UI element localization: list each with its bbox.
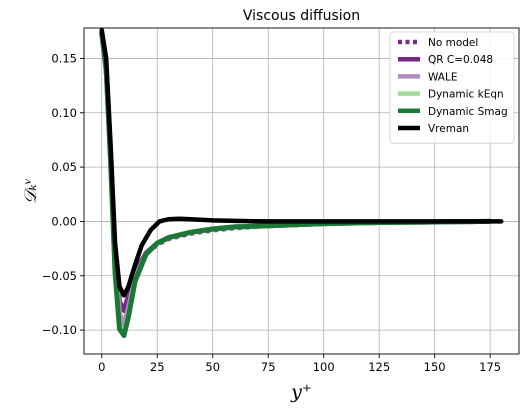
- legend-label: WALE: [428, 71, 457, 83]
- y-tick-label: 0.15: [51, 51, 77, 65]
- legend-label: Vreman: [428, 123, 469, 135]
- x-tick-label: 100: [313, 360, 335, 374]
- legend-label: Dynamic Smag: [428, 106, 508, 118]
- y-tick-label: 0.10: [51, 106, 77, 120]
- chart-title: Viscous diffusion: [243, 8, 360, 24]
- y-axis: −0.10 −0.05 0.00 0.05 0.10 0.15: [42, 51, 84, 337]
- x-tick-label: 175: [479, 360, 501, 374]
- plot-spine: [83, 27, 520, 355]
- x-tick-label: 50: [205, 360, 220, 374]
- series-line-vreman: [99, 27, 504, 298]
- x-axis: 0 25 50 75 100 125 150 175: [98, 354, 501, 374]
- legend-label: QR C=0.048: [428, 54, 493, 66]
- y-tick-label: −0.05: [42, 269, 77, 283]
- x-tick-label: 25: [150, 360, 165, 374]
- x-tick-label: 150: [424, 360, 446, 374]
- legend-label: Dynamic kEqn: [428, 89, 504, 101]
- x-tick-label: 125: [368, 360, 390, 374]
- legend: No model QR C=0.048 WALE Dynamic kEqn Dynami…: [389, 31, 515, 144]
- x-axis-label: y⁺: [290, 381, 312, 403]
- legend-label: No model: [428, 37, 478, 49]
- series-layer: [99, 27, 504, 339]
- x-tick-label: 75: [261, 360, 276, 374]
- y-tick-label: 0.00: [51, 214, 77, 228]
- legend-box: [389, 31, 515, 144]
- y-tick-label: 0.05: [51, 160, 77, 174]
- y-tick-label: −0.10: [42, 323, 77, 337]
- y-axis-label: 𝒟ₖᵛ: [21, 178, 41, 204]
- x-tick-label: 0: [98, 360, 105, 374]
